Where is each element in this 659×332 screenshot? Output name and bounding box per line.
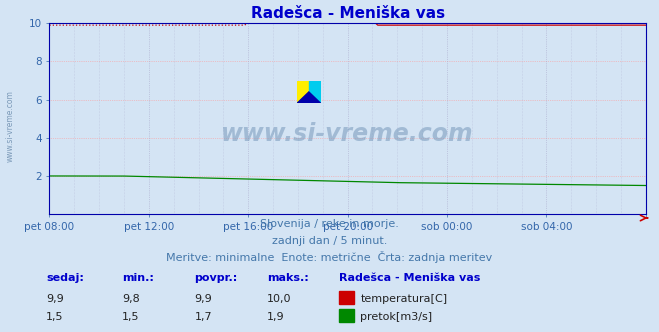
Text: povpr.:: povpr.: bbox=[194, 273, 238, 283]
Text: Meritve: minimalne  Enote: metrične  Črta: zadnja meritev: Meritve: minimalne Enote: metrične Črta:… bbox=[166, 251, 493, 263]
Text: 1,7: 1,7 bbox=[194, 312, 212, 322]
Text: 10,0: 10,0 bbox=[267, 294, 291, 304]
Polygon shape bbox=[297, 92, 321, 104]
Text: sedaj:: sedaj: bbox=[46, 273, 84, 283]
Text: Slovenija / reke in morje.: Slovenija / reke in morje. bbox=[260, 219, 399, 229]
Text: min.:: min.: bbox=[122, 273, 154, 283]
Text: Radešca - Meniška vas: Radešca - Meniška vas bbox=[339, 273, 481, 283]
Text: zadnji dan / 5 minut.: zadnji dan / 5 minut. bbox=[272, 236, 387, 246]
Text: pretok[m3/s]: pretok[m3/s] bbox=[360, 312, 432, 322]
Text: 1,5: 1,5 bbox=[122, 312, 140, 322]
Text: 9,9: 9,9 bbox=[46, 294, 64, 304]
Text: 1,5: 1,5 bbox=[46, 312, 64, 322]
Text: maks.:: maks.: bbox=[267, 273, 308, 283]
Text: temperatura[C]: temperatura[C] bbox=[360, 294, 447, 304]
Polygon shape bbox=[297, 81, 309, 104]
Title: Radešca - Meniška vas: Radešca - Meniška vas bbox=[250, 6, 445, 21]
Text: 1,9: 1,9 bbox=[267, 312, 285, 322]
Text: www.si-vreme.com: www.si-vreme.com bbox=[5, 90, 14, 162]
Text: 9,9: 9,9 bbox=[194, 294, 212, 304]
Text: 9,8: 9,8 bbox=[122, 294, 140, 304]
Polygon shape bbox=[309, 81, 321, 104]
Text: www.si-vreme.com: www.si-vreme.com bbox=[221, 122, 474, 146]
